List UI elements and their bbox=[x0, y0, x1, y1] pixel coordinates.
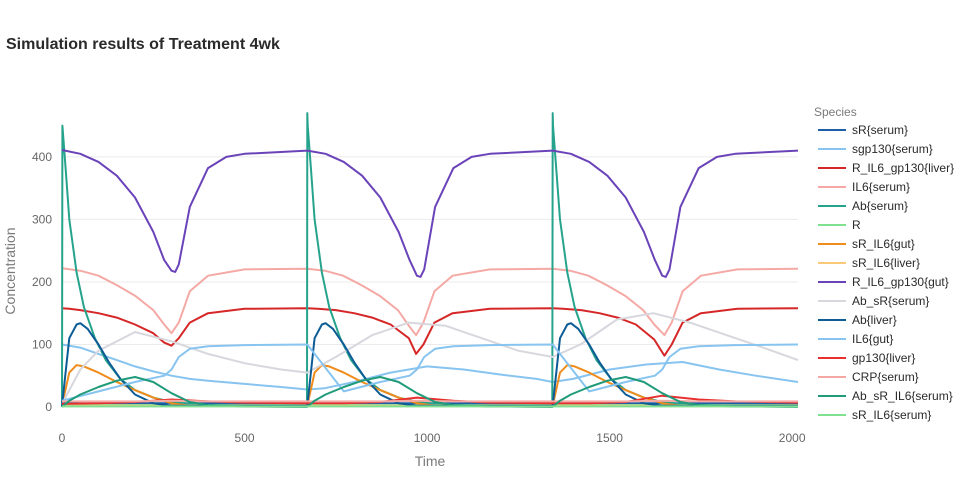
y-tick-label: 100 bbox=[32, 337, 52, 351]
legend-label: IL6{gut} bbox=[852, 332, 893, 346]
legend-item[interactable]: Ab{serum} bbox=[818, 199, 908, 213]
series-line-0 bbox=[61, 401, 798, 405]
legend-item[interactable]: sR_IL6{liver} bbox=[818, 256, 920, 270]
legend-label: gp130{liver} bbox=[852, 351, 915, 365]
legend-label: sR_IL6{serum} bbox=[852, 408, 931, 422]
legend-label: Ab_sR{serum} bbox=[852, 294, 929, 308]
legend-label: Ab_sR_IL6{serum} bbox=[852, 389, 953, 403]
legend-label: sgp130{serum} bbox=[852, 142, 933, 156]
series-line-12 bbox=[61, 394, 799, 405]
legend-label: R bbox=[852, 218, 861, 232]
series-line-9 bbox=[61, 312, 799, 405]
legend-label: R_IL6_gp130{liver} bbox=[852, 161, 954, 175]
x-tick-label: 1000 bbox=[414, 431, 441, 445]
series-line-13 bbox=[62, 399, 798, 403]
legend-item[interactable]: Ab_sR{serum} bbox=[818, 294, 929, 308]
legend-label: CRP{serum} bbox=[852, 370, 919, 384]
series-line-3 bbox=[61, 267, 799, 337]
legend-label: Ab{serum} bbox=[852, 199, 908, 213]
legend-item[interactable]: R_IL6_gp130{liver} bbox=[818, 161, 954, 175]
legend-label: sR_IL6{gut} bbox=[852, 237, 915, 251]
legend-item[interactable]: sgp130{serum} bbox=[818, 142, 933, 156]
legend-title: Species bbox=[814, 105, 857, 119]
y-tick-label: 0 bbox=[45, 400, 52, 414]
legend-item[interactable]: Ab_sR_IL6{serum} bbox=[818, 389, 953, 403]
legend-item[interactable]: R bbox=[818, 218, 861, 232]
series-line-1 bbox=[61, 343, 799, 391]
y-tick-label: 200 bbox=[32, 275, 52, 289]
legend-item[interactable]: R_IL6_gp130{gut} bbox=[818, 275, 949, 289]
legend-item[interactable]: Ab{liver} bbox=[818, 313, 897, 327]
series-line-8 bbox=[61, 149, 799, 278]
legend-item[interactable]: sR_IL6{gut} bbox=[818, 237, 915, 251]
series-line-14 bbox=[61, 376, 799, 408]
legend-label: Ab{liver} bbox=[852, 313, 897, 327]
x-tick-label: 0 bbox=[59, 431, 66, 445]
legend-item[interactable]: IL6{serum} bbox=[818, 180, 910, 194]
legend-label: R_IL6_gp130{gut} bbox=[852, 275, 949, 289]
legend-item[interactable]: CRP{serum} bbox=[818, 370, 919, 384]
x-tick-label: 2000 bbox=[779, 431, 806, 445]
series-line-10 bbox=[61, 322, 798, 407]
series-line-6 bbox=[61, 364, 798, 407]
x-tick-label: 500 bbox=[235, 431, 255, 445]
x-axis-title: Time bbox=[415, 453, 446, 469]
legend-item[interactable]: IL6{gut} bbox=[818, 332, 893, 346]
legend-label: IL6{serum} bbox=[852, 180, 910, 194]
series-layer bbox=[61, 112, 799, 408]
legend-item[interactable]: sR{serum} bbox=[818, 123, 908, 137]
chart-title: Simulation results of Treatment 4wk bbox=[6, 36, 280, 53]
legend-label: sR{serum} bbox=[852, 123, 908, 137]
legend: Species sR{serum} sgp130{serum} R_IL6_gp13… bbox=[814, 105, 954, 422]
legend-label: sR_IL6{liver} bbox=[852, 256, 920, 270]
legend-item[interactable]: sR_IL6{serum} bbox=[818, 408, 931, 422]
legend-item[interactable]: gp130{liver} bbox=[818, 351, 915, 365]
y-tick-label: 300 bbox=[32, 212, 52, 226]
x-tick-label: 1500 bbox=[596, 431, 623, 445]
tick-layer: 0 100 200 300 400 0 500 1000 1500 2000 bbox=[32, 150, 806, 445]
series-line-2 bbox=[61, 307, 799, 357]
y-tick-label: 400 bbox=[32, 150, 52, 164]
y-axis-title: Concentration bbox=[2, 227, 18, 314]
series-line-11 bbox=[61, 343, 799, 402]
